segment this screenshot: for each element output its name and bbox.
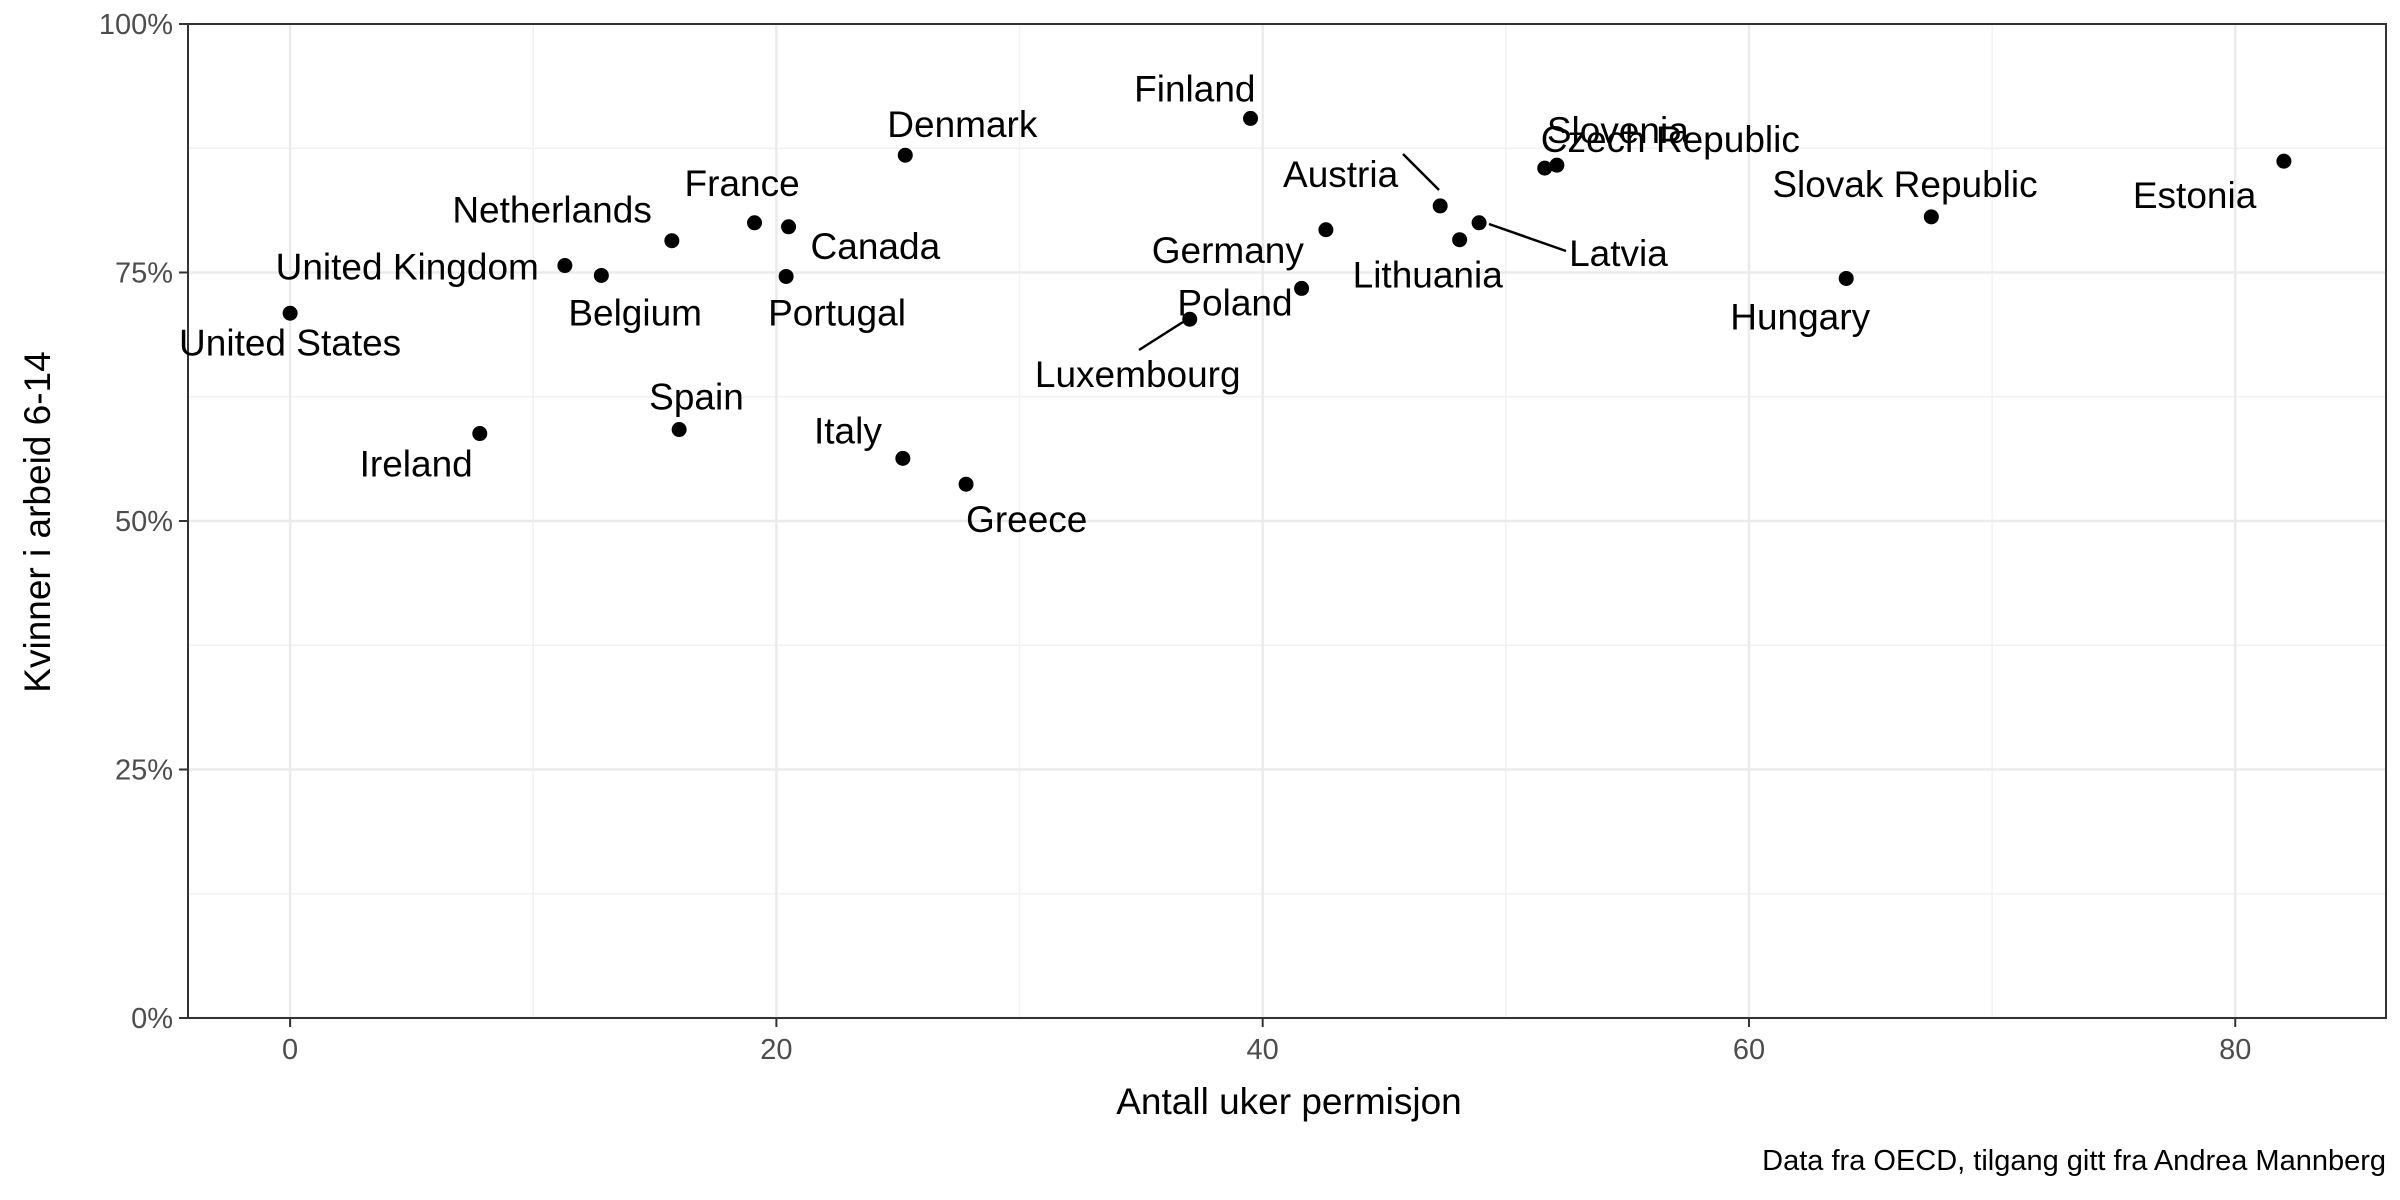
data-label-france: France: [685, 163, 800, 204]
data-label-denmark: Denmark: [887, 104, 1038, 145]
leader-line-austria: [1402, 153, 1440, 191]
x-tick-label: 80: [2219, 1034, 2251, 1066]
data-label-netherlands: Netherlands: [452, 190, 652, 231]
data-point-lithuania: [1452, 232, 1468, 248]
leader-line-luxembourg: [1138, 320, 1184, 352]
data-label-austria: Austria: [1283, 154, 1399, 195]
data-label-united-states: United States: [179, 322, 401, 363]
data-point-greece: [958, 476, 974, 492]
data-point-latvia: [1471, 215, 1487, 231]
data-label-italy: Italy: [814, 410, 882, 451]
x-tick-label: 40: [1247, 1034, 1279, 1066]
data-points: [282, 110, 2292, 492]
data-point-labels: United States Ireland United Kingdom Belgiu…: [179, 68, 2257, 540]
data-label-portugal: Portugal: [768, 292, 906, 333]
data-label-luxembourg: Luxembourg: [1035, 354, 1241, 395]
data-point-ireland: [472, 426, 488, 442]
data-label-slovenia: Slovenia: [1547, 110, 1689, 151]
data-point-france: [747, 215, 763, 231]
data-point-portugal: [778, 268, 794, 284]
data-point-spain: [671, 422, 687, 438]
data-label-slovak-republic: Slovak Republic: [1772, 164, 2037, 205]
label-leader-lines: [1138, 153, 1567, 352]
data-label-lithuania: Lithuania: [1353, 255, 1504, 296]
data-label-spain: Spain: [649, 377, 744, 418]
data-point-italy: [895, 450, 911, 466]
data-point-hungary: [1838, 270, 1854, 286]
data-point-czech-republic: [1537, 160, 1553, 176]
data-label-czech-republic: Czech Republic: [1541, 119, 1800, 160]
data-point-canada: [781, 219, 797, 235]
axes: 0 20 40 60 80 0% 25% 50% 75% 100%: [99, 9, 2387, 1066]
data-point-belgium: [593, 267, 609, 283]
data-point-slovenia: [1549, 157, 1565, 173]
data-point-denmark: [897, 147, 913, 163]
data-label-finland: Finland: [1134, 68, 1255, 109]
data-point-estonia: [2276, 153, 2292, 169]
data-label-germany: Germany: [1152, 230, 1305, 271]
data-point-united-states: [282, 305, 298, 321]
data-point-germany: [1318, 222, 1334, 238]
data-point-finland: [1243, 110, 1259, 126]
data-label-belgium: Belgium: [568, 292, 702, 333]
data-label-hungary: Hungary: [1730, 296, 1870, 337]
y-tick-label: 0%: [131, 1003, 173, 1035]
x-tick-label: 20: [760, 1034, 792, 1066]
x-axis-title: Antall uker permisjon: [1116, 1081, 1461, 1122]
data-label-canada: Canada: [811, 226, 941, 267]
data-point-luxembourg: [1182, 311, 1198, 327]
data-label-greece: Greece: [966, 499, 1087, 540]
data-label-latvia: Latvia: [1569, 233, 1668, 274]
y-tick-label: 75%: [115, 258, 173, 290]
y-tick-label: 50%: [115, 506, 173, 538]
y-tick-label: 25%: [115, 755, 173, 787]
data-point-netherlands: [664, 233, 680, 249]
data-label-united-kingdom: United Kingdom: [276, 247, 539, 288]
data-label-ireland: Ireland: [360, 444, 473, 485]
data-point-poland: [1294, 280, 1310, 296]
plot-panel-border: [187, 23, 2387, 1019]
data-point-united-kingdom: [557, 258, 573, 274]
x-tick-label: 60: [1733, 1034, 1765, 1066]
data-point-austria: [1432, 198, 1448, 214]
data-label-poland: Poland: [1177, 282, 1292, 323]
y-axis-title: Kvinner i arbeid 6-14: [17, 351, 58, 692]
data-point-slovak-republic: [1923, 209, 1939, 225]
leader-line-latvia: [1488, 222, 1567, 253]
y-tick-label: 100%: [99, 9, 173, 41]
x-tick-label: 0: [282, 1034, 298, 1066]
data-label-estonia: Estonia: [2133, 175, 2257, 216]
chart-caption: Data fra OECD, tilgang gitt fra Andrea M…: [1762, 1145, 2386, 1177]
